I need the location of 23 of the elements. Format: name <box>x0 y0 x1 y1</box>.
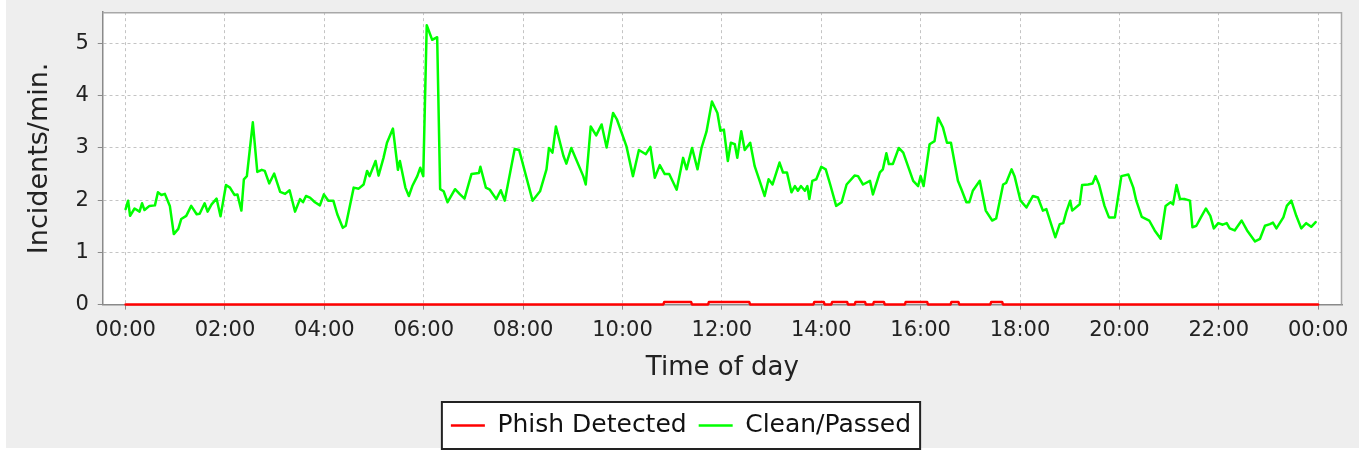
legend-label: Clean/Passed <box>745 409 912 438</box>
x-tick-label: 14:00 <box>791 316 852 341</box>
x-tick-label: 08:00 <box>492 316 554 341</box>
x-tick-label: 00:00 <box>1287 316 1349 341</box>
y-tick-label: 3 <box>75 134 89 159</box>
y-tick-label: 2 <box>75 186 89 211</box>
x-tick-label: 06:00 <box>393 316 455 341</box>
x-axis-title: Time of day <box>644 351 799 382</box>
x-tick-label: 10:00 <box>592 316 653 341</box>
x-tick-label: 20:00 <box>1089 316 1150 341</box>
y-axis-title: Incidents/min. <box>22 62 54 255</box>
y-tick-label: 1 <box>75 238 89 263</box>
x-tick-label: 22:00 <box>1188 316 1250 341</box>
y-tick-label: 5 <box>75 29 89 54</box>
y-tick-label: 0 <box>75 291 89 316</box>
x-tick-label: 04:00 <box>294 316 355 341</box>
x-tick-label: 16:00 <box>890 316 951 341</box>
y-tick-label: 4 <box>75 82 89 107</box>
x-tick-label: 12:00 <box>691 316 753 341</box>
x-tick-label: 00:00 <box>95 316 156 341</box>
x-tick-label: 18:00 <box>989 316 1051 341</box>
x-tick-label: 02:00 <box>194 316 256 341</box>
legend-label: Phish Detected <box>497 409 687 438</box>
